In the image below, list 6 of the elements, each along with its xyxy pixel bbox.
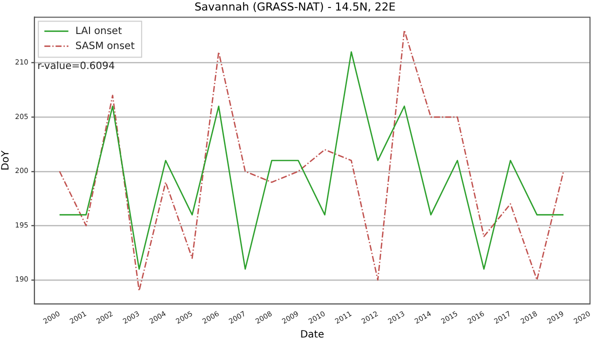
x-axis-title: Date bbox=[300, 330, 324, 341]
legend-label: LAI onset bbox=[75, 26, 122, 37]
y-axis-title: DoY bbox=[0, 150, 12, 170]
annotation: r-value=0.6094 bbox=[37, 60, 115, 72]
legend-label: SASM onset bbox=[75, 40, 135, 52]
chart-title: Savannah (GRASS-NAT) - 14.5N, 22E bbox=[194, 0, 396, 14]
